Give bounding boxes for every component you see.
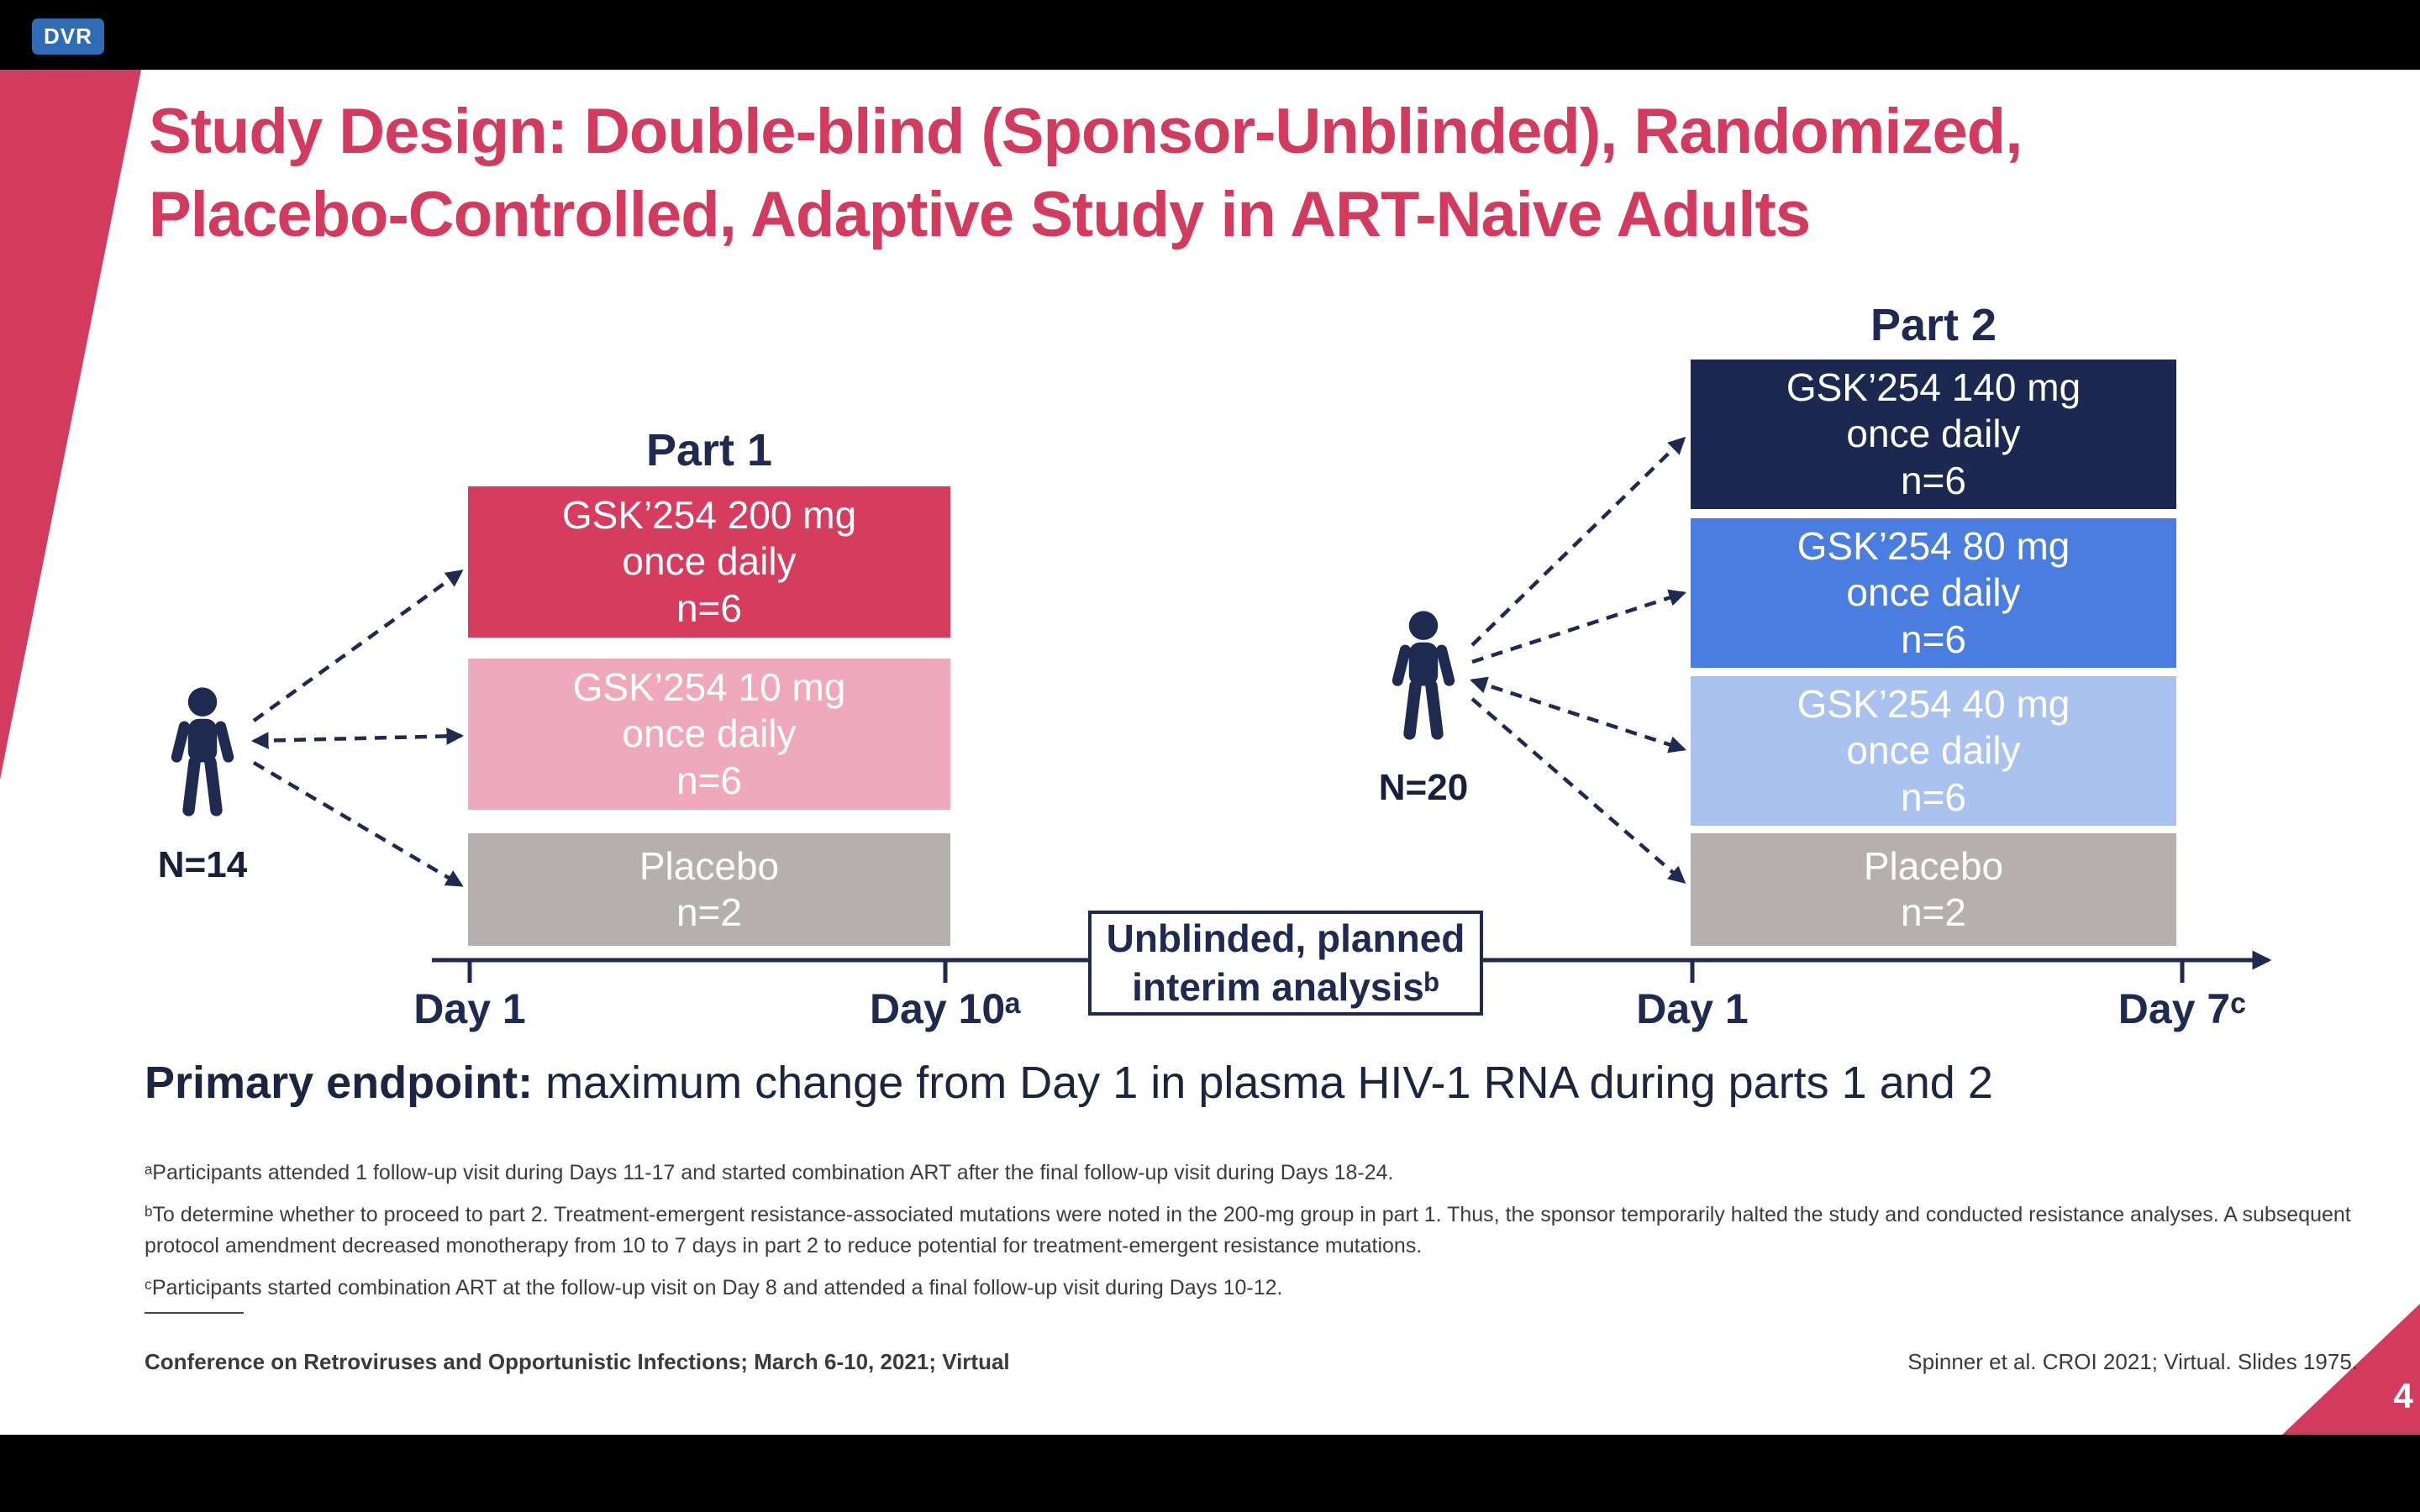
treatment-arm-gsk254-80mg: GSK’254 80 mg once daily n=6 — [1691, 518, 2176, 668]
primary-endpoint-label: Primary endpoint: — [145, 1058, 534, 1108]
footnote-b: ᵇTo determine whether to proceed to part… — [145, 1202, 2351, 1258]
timeline-day10-part1: Day 10ᵃ — [869, 985, 1022, 1032]
primary-endpoint: Primary endpoint: maximum change from Da… — [145, 1057, 1993, 1109]
conference-citation: Conference on Retroviruses and Opportuni… — [145, 1349, 1010, 1374]
primary-endpoint-text: maximum change from Day 1 in plasma HIV-… — [533, 1058, 1993, 1108]
footnote-c: ᶜParticipants started combination ART at… — [145, 1275, 1283, 1299]
treatment-arm-gsk254-10mg: GSK’254 10 mg once daily n=6 — [468, 659, 950, 810]
part2-label: Part 2 — [1870, 300, 1997, 350]
treatment-arm-placebo-part2: Placebo n=2 — [1691, 833, 2176, 946]
footnotes: ᵃParticipants attended 1 follow-up visit… — [145, 1158, 2363, 1314]
part1-label: Part 1 — [645, 425, 773, 475]
slide-title-line2: Placebo-Controlled, Adaptive Study in AR… — [149, 178, 1811, 250]
treatment-arm-placebo-part1: Placebo n=2 — [468, 833, 950, 946]
person-icon-part2 — [1392, 611, 1455, 740]
interim-analysis-box: Unblinded, planned interim analysisᵇ — [1088, 911, 1483, 1016]
timeline-day1-part1: Day 1 — [413, 985, 526, 1032]
part2-n-label: N=20 — [1378, 767, 1469, 808]
slide-title-line1: Study Design: Double-blind (Sponsor-Unbl… — [149, 96, 2023, 167]
footer-divider — [145, 1312, 244, 1314]
timeline-day7-part2: Day 7ᶜ — [2118, 985, 2247, 1032]
treatment-arm-gsk254-140mg: GSK’254 140 mg once daily n=6 — [1691, 360, 2176, 509]
treatment-arm-gsk254-200mg: GSK’254 200 mg once daily n=6 — [468, 486, 950, 638]
timeline-day1-part2: Day 1 — [1636, 985, 1749, 1032]
source-citation: Spinner et al. CROI 2021; Virtual. Slide… — [1907, 1349, 2358, 1374]
part1-n-label: N=14 — [157, 844, 248, 885]
page-number: 4 — [2393, 1376, 2413, 1415]
treatment-arm-gsk254-40mg: GSK’254 40 mg once daily n=6 — [1691, 676, 2176, 826]
footnote-a: ᵃParticipants attended 1 follow-up visit… — [145, 1161, 1394, 1184]
person-icon-part1 — [171, 687, 234, 816]
slide-title: Study Design: Double-blind (Sponsor-Unbl… — [149, 91, 2023, 257]
dvr-badge: DVR — [32, 18, 104, 55]
